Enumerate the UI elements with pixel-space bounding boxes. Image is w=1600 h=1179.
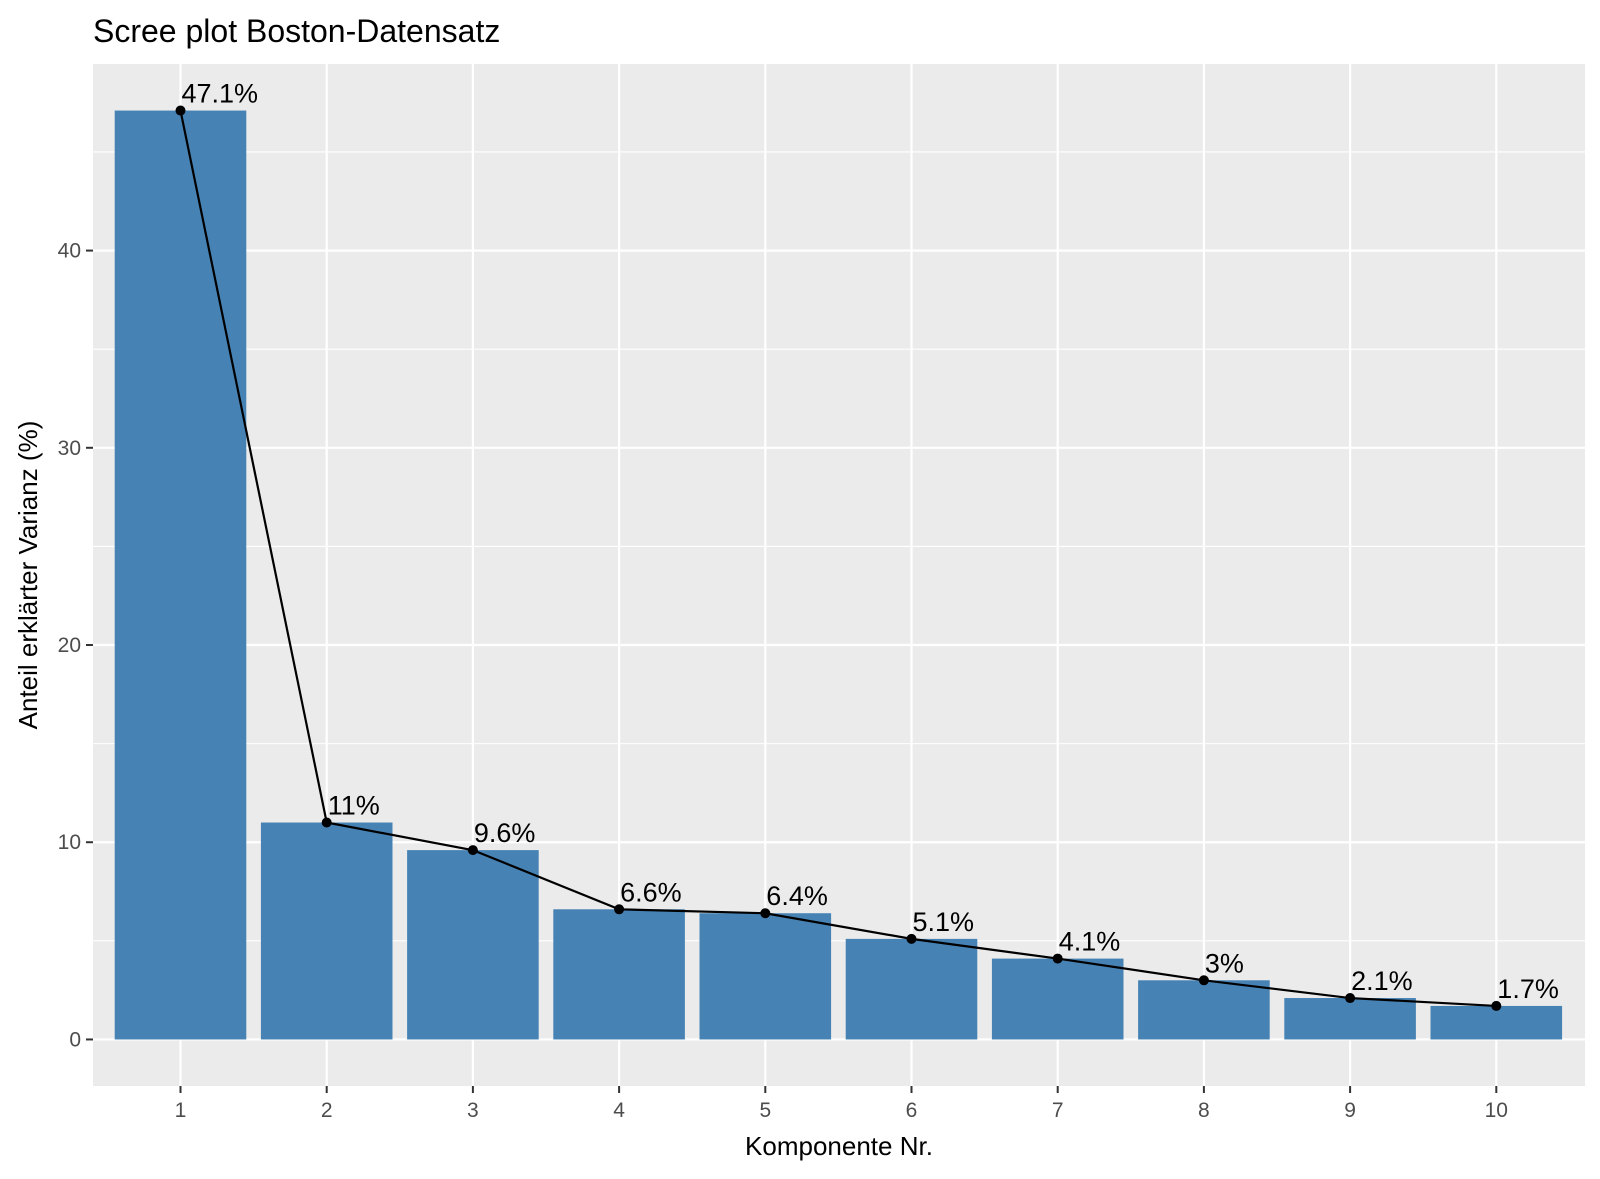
y-tick-label: 20 [58,634,81,657]
data-label: 4.1% [1059,927,1121,957]
bar [1430,1005,1563,1040]
x-tick-label: 8 [1198,1099,1210,1122]
x-tick-label: 2 [321,1099,333,1122]
scree-point [321,817,332,828]
x-tick-label: 1 [175,1099,187,1122]
data-label: 2.1% [1351,966,1413,996]
chart-title: Scree plot Boston-Datensatz [93,13,500,49]
bars [114,110,1563,1040]
y-tick-label: 10 [58,831,81,854]
data-label: 3% [1205,948,1244,978]
x-tick-label: 9 [1344,1099,1356,1122]
data-label: 5.1% [913,907,975,937]
bar [1138,980,1270,1040]
scree-point [906,933,917,944]
x-axis: 1 2 3 4 5 6 7 8 9 10 [175,1086,1508,1122]
scree-point [760,908,771,919]
bar [991,958,1124,1040]
scree-point [1491,1000,1502,1011]
scree-point [467,845,478,856]
bar [553,909,685,1040]
scree-line-layer [179,110,1497,1008]
scree-point [614,904,625,915]
x-tick-label: 5 [759,1099,771,1122]
bar [407,850,539,1040]
scree-point [175,105,186,116]
data-labels: 47.1% 11% 9.6% 6.6% 6.4% 5.1% 4.1% 3% 2.1% 1.7% [182,79,1559,1004]
bar [260,822,393,1040]
y-tick-label: 30 [58,437,81,460]
scree-point [1345,993,1356,1004]
data-label: 9.6% [474,818,536,848]
y-tick-label: 0 [69,1028,81,1051]
scree-point [1198,975,1209,986]
data-label: 6.6% [620,877,682,907]
data-label: 1.7% [1497,974,1559,1004]
x-axis-title: Komponente Nr. [745,1131,933,1161]
x-tick-label: 6 [906,1099,918,1122]
data-label: 11% [328,791,380,821]
y-tick-label: 40 [58,240,81,263]
bar [1284,998,1416,1040]
bar [699,913,832,1040]
x-tick-label: 4 [613,1099,625,1122]
data-label: 6.4% [766,881,828,911]
bar [845,938,978,1040]
y-axis-title: Anteil erklärter Varianz (%) [13,421,43,730]
scree-point [1052,953,1063,964]
x-tick-label: 3 [467,1099,479,1122]
bar [114,110,247,1040]
x-tick-label: 7 [1052,1099,1064,1122]
data-label: 47.1% [182,79,259,109]
scree-points [175,105,1502,1011]
y-axis: 0 10 20 30 40 [58,240,93,1051]
scree-line [179,110,1497,1008]
x-tick-label: 10 [1485,1099,1508,1122]
